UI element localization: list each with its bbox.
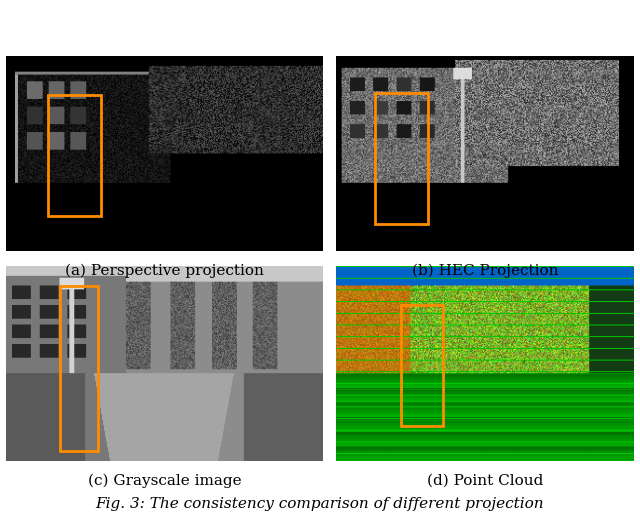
Bar xyxy=(60,286,99,451)
Text: (a) Perspective projection: (a) Perspective projection xyxy=(65,264,264,278)
Text: Fig. 3: The consistency comparison of different projection: Fig. 3: The consistency comparison of di… xyxy=(96,497,544,510)
Text: (d) Point Cloud: (d) Point Cloud xyxy=(427,474,543,487)
Bar xyxy=(401,305,443,426)
Text: (c) Grayscale image: (c) Grayscale image xyxy=(88,474,242,488)
Text: (b) HEC Projection: (b) HEC Projection xyxy=(412,264,558,278)
Bar xyxy=(47,95,102,216)
Bar xyxy=(374,93,428,224)
